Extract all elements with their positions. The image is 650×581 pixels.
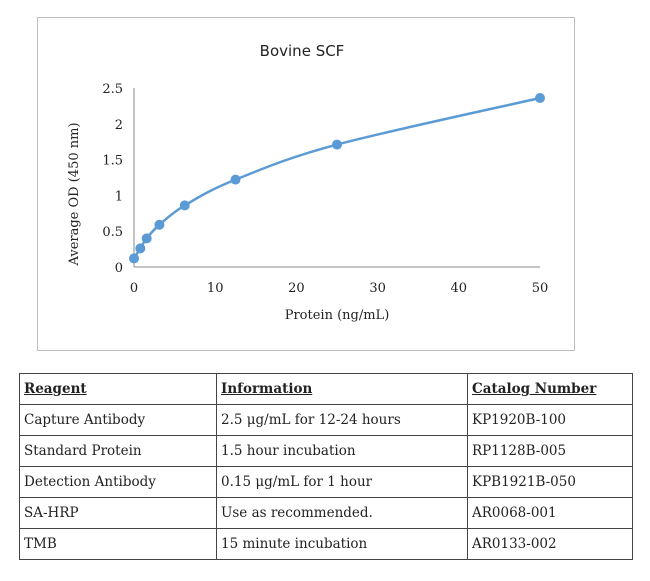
y-tick-label: 1 [115, 189, 123, 204]
header-reagent: Reagent [19, 373, 217, 405]
table-row: TMB 15 minute incubation AR0133-002 [19, 528, 633, 560]
cell-information: 2.5 μg/mL for 12-24 hours [216, 404, 468, 436]
x-tick-label: 20 [288, 281, 305, 296]
cell-reagent: SA-HRP [19, 497, 217, 529]
cell-reagent: Capture Antibody [19, 404, 217, 436]
header-information: Information [216, 373, 468, 405]
data-point [141, 233, 152, 244]
data-point [135, 243, 146, 254]
data-point [154, 219, 165, 230]
table-header-row: Reagent Information Catalog Number [19, 373, 633, 405]
data-point [535, 93, 545, 104]
data-point [129, 253, 139, 264]
data-points-group [129, 93, 545, 264]
x-tick-label: 0 [130, 281, 138, 296]
cell-catalog-number: AR0068-001 [467, 497, 633, 529]
x-axis-label: Protein (ng/mL) [285, 308, 390, 323]
data-point [332, 139, 342, 150]
cell-reagent: TMB [19, 528, 217, 560]
y-axis-label: Average OD (450 nm) [67, 122, 82, 266]
data-point [230, 174, 241, 185]
y-tick-label: 2.5 [102, 82, 123, 97]
y-tick-label: 1.5 [102, 154, 123, 169]
cell-catalog-number: KP1920B-100 [467, 404, 633, 436]
y-tick-label: 2 [115, 118, 123, 133]
cell-information: Use as recommended. [216, 497, 468, 529]
chart-svg: Bovine SCF Average OD (450 nm) Protein (… [67, 42, 548, 323]
cell-information: 0.15 μg/mL for 1 hour [216, 466, 468, 498]
chart-panel: Bovine SCF Average OD (450 nm) Protein (… [37, 17, 575, 351]
x-tick-label: 50 [532, 281, 549, 296]
fit-curve-group [132, 96, 541, 260]
cell-catalog-number: RP1128B-005 [467, 435, 633, 467]
table-row: Detection Antibody 0.15 μg/mL for 1 hour… [19, 466, 633, 498]
table-row: SA-HRP Use as recommended. AR0068-001 [19, 497, 633, 529]
cell-reagent: Standard Protein [19, 435, 217, 467]
x-tick-label: 10 [207, 281, 224, 296]
cell-reagent: Detection Antibody [19, 466, 217, 498]
data-point [179, 200, 190, 211]
x-tick-label: 30 [369, 281, 386, 296]
chart-title: Bovine SCF [260, 42, 345, 60]
table-row: Capture Antibody 2.5 μg/mL for 12-24 hou… [19, 404, 633, 436]
y-tick-label: 0.5 [102, 225, 123, 240]
cell-information: 15 minute incubation [216, 528, 468, 560]
x-tick-label: 40 [451, 281, 468, 296]
cell-catalog-number: AR0133-002 [467, 528, 633, 560]
cell-information: 1.5 hour incubation [216, 435, 468, 467]
axes: 0 10 20 30 40 50 0 0.5 1 1.5 2 2.5 [102, 82, 548, 296]
y-tick-label: 0 [115, 261, 123, 276]
header-catalog-number: Catalog Number [467, 373, 633, 405]
table-row: Standard Protein 1.5 hour incubation RP1… [19, 435, 633, 467]
cell-catalog-number: KPB1921B-050 [467, 466, 633, 498]
reagent-table: Reagent Information Catalog Number Captu… [19, 373, 633, 560]
fit-curve-line [132, 96, 541, 260]
